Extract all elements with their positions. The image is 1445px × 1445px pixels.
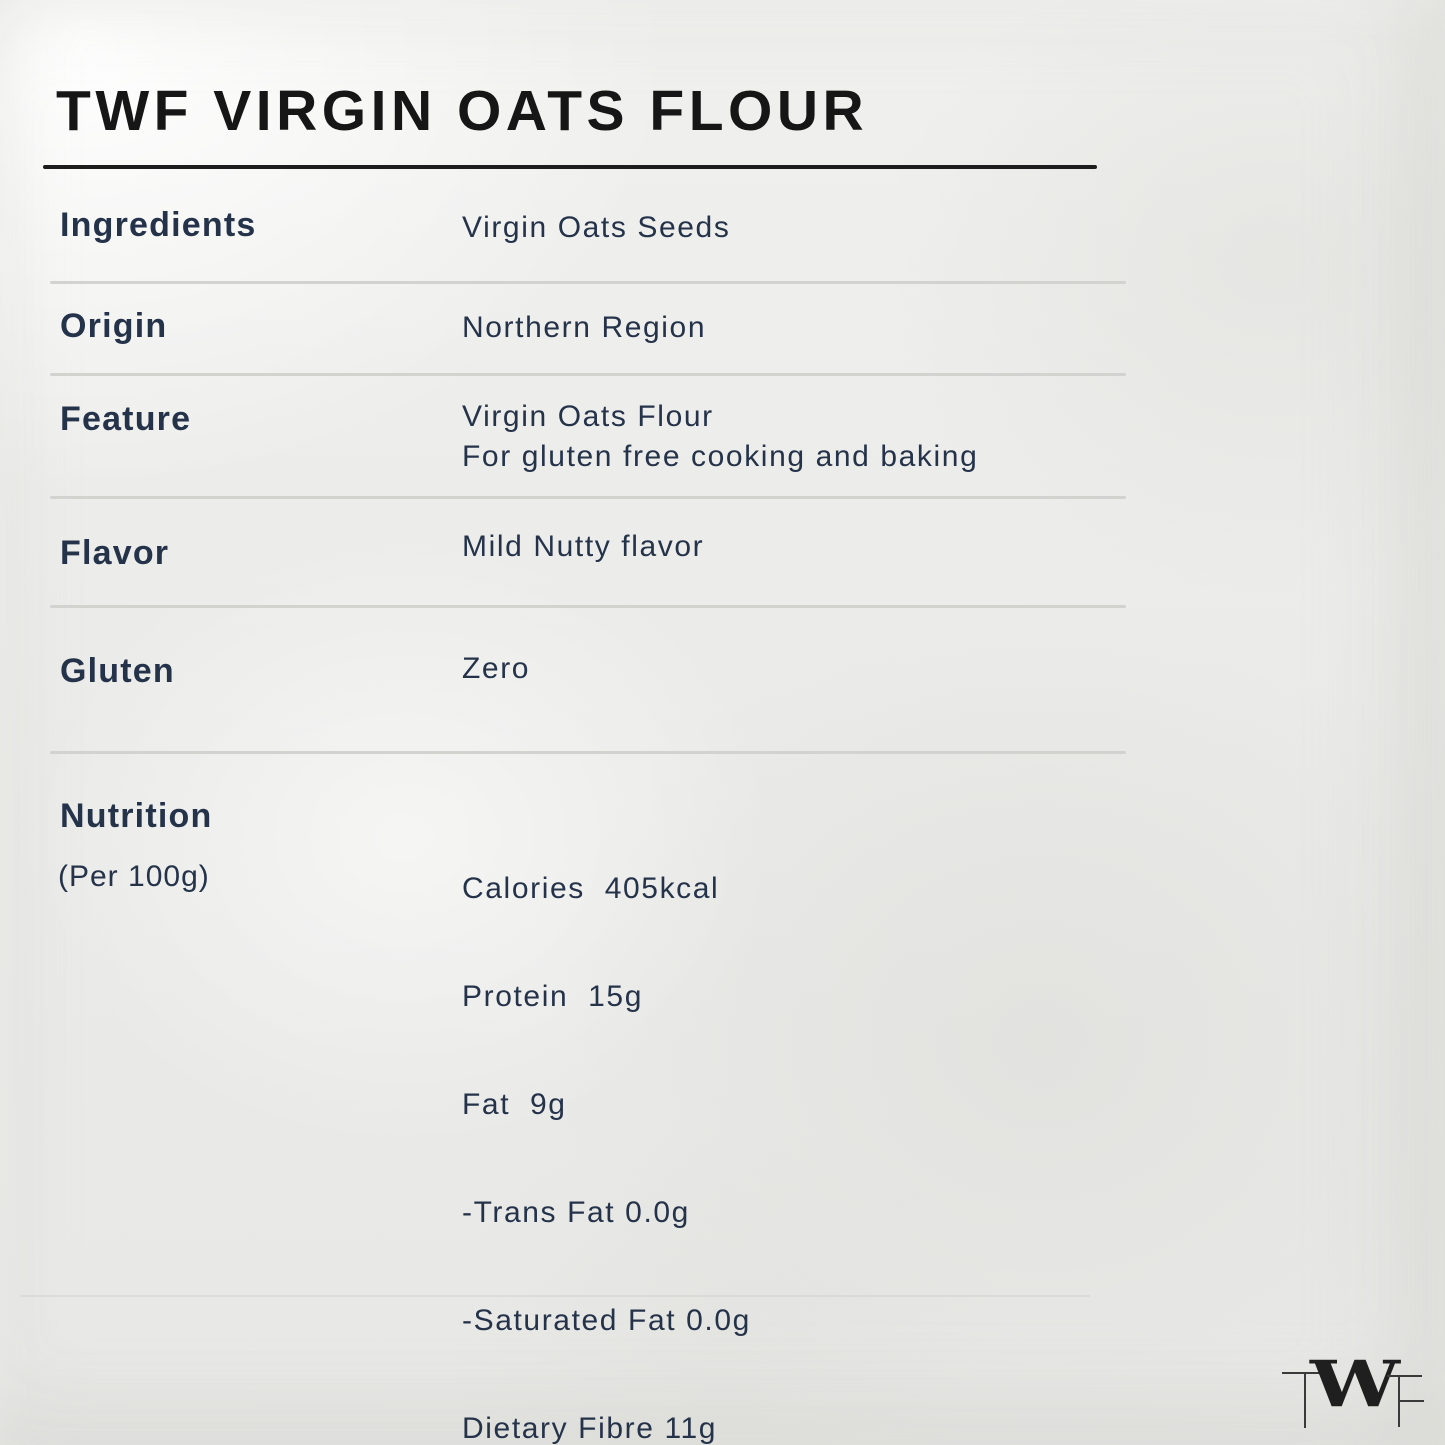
logo-t-strokes (1282, 1372, 1334, 1428)
row-divider (50, 751, 1126, 754)
value-feature-line2: For gluten free cooking and baking (462, 440, 979, 473)
logo-w-glyph: W (1309, 1350, 1402, 1422)
label-flavor: Flavor (60, 534, 170, 572)
value-flavor: Mild Nutty flavor (462, 530, 705, 563)
value-nutrition-list: Calories 405kcal Protein 15g Fat 9g -Tra… (462, 801, 751, 1445)
label-feature: Feature (60, 400, 192, 438)
label-nutrition: Nutrition (60, 797, 213, 835)
sublabel-nutrition-per-100g: (Per 100g) (58, 860, 210, 893)
row-divider (50, 496, 1126, 499)
nutrition-line-calories: Calories 405kcal (462, 872, 720, 905)
nutrition-line-trans-fat: -Trans Fat 0.0g (462, 1196, 690, 1229)
label-gluten: Gluten (60, 652, 175, 690)
footer-divider (20, 1295, 1090, 1297)
label-origin: Origin (60, 307, 168, 345)
title-underline (43, 165, 1097, 169)
value-feature-line1: Virgin Oats Flour (462, 400, 714, 433)
row-divider (50, 373, 1126, 376)
value-origin: Northern Region (462, 311, 707, 344)
value-ingredients: Virgin Oats Seeds (462, 211, 731, 244)
nutrition-line-protein: Protein 15g (462, 980, 643, 1013)
twf-logo: W (1282, 1350, 1424, 1428)
page-title: TWF VIRGIN OATS FLOUR (56, 79, 869, 143)
row-divider (50, 605, 1126, 608)
label-ingredients: Ingredients (60, 206, 257, 244)
nutrition-line-saturated-fat: -Saturated Fat 0.0g (462, 1304, 751, 1337)
nutrition-line-fat: Fat 9g (462, 1088, 567, 1121)
value-gluten: Zero (462, 652, 531, 685)
logo-f-strokes (1387, 1375, 1424, 1427)
nutrition-line-dietary-fibre: Dietary Fibre 11g (462, 1412, 718, 1445)
row-divider (50, 281, 1126, 284)
